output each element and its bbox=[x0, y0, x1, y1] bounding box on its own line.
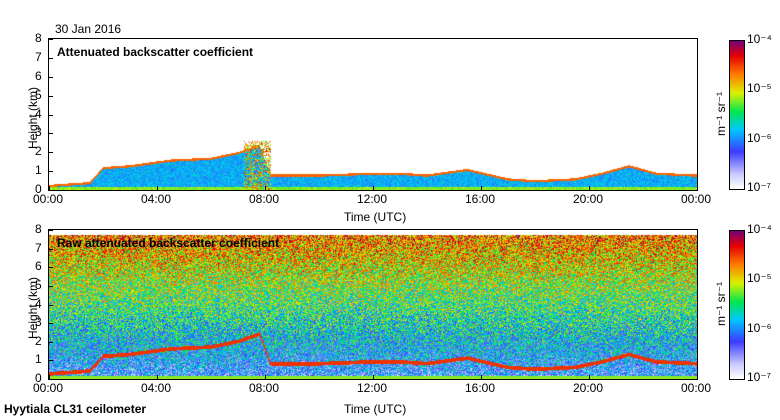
colorbar-2 bbox=[729, 230, 745, 380]
colorbar-1 bbox=[729, 40, 745, 190]
colorbar-tick-label: 10⁻⁷ bbox=[747, 370, 772, 384]
colorbar-tick-label: 10⁻⁶ bbox=[747, 130, 772, 145]
x-tick-label: 16:00 bbox=[465, 381, 496, 395]
colorbar-tick-label: 10⁻⁵ bbox=[747, 271, 772, 286]
x-tick-mark bbox=[697, 375, 698, 379]
y-tick-label: 6 bbox=[35, 259, 42, 274]
x-tick-label: 08:00 bbox=[249, 381, 280, 395]
y-tick-label: 8 bbox=[35, 222, 42, 236]
x-tick-label: 00:00 bbox=[681, 192, 712, 206]
x-tick-label: 12:00 bbox=[357, 192, 388, 206]
y-axis-label-2: Height (km) bbox=[26, 276, 40, 339]
x-axis-label-1: Time (UTC) bbox=[344, 210, 407, 224]
colorbar-unit-2: m⁻¹ sr⁻¹ bbox=[714, 282, 728, 326]
y-tick-mark bbox=[49, 152, 53, 154]
y-tick-label: 0 bbox=[35, 182, 42, 196]
x-tick-mark bbox=[265, 375, 266, 379]
y-tick-mark bbox=[49, 323, 53, 325]
x-tick-label: 12:00 bbox=[357, 381, 388, 395]
y-tick-mark bbox=[49, 114, 53, 116]
y-tick-label: 8 bbox=[35, 31, 42, 45]
x-tick-mark bbox=[157, 186, 158, 190]
heatmap-raw bbox=[49, 230, 697, 379]
y-tick-mark bbox=[49, 171, 53, 173]
x-tick-mark bbox=[49, 375, 50, 379]
y-tick-label: 6 bbox=[35, 68, 42, 83]
x-tick-label: 04:00 bbox=[141, 381, 172, 395]
x-tick-label: 04:00 bbox=[141, 192, 172, 206]
y-axis-label-1: Height (km) bbox=[26, 86, 40, 149]
x-tick-label: 20:00 bbox=[573, 192, 604, 206]
x-tick-label: 16:00 bbox=[465, 192, 496, 206]
y-tick-label: 7 bbox=[35, 240, 42, 255]
y-tick-mark bbox=[49, 39, 53, 40]
y-tick-mark bbox=[49, 76, 53, 78]
x-tick-mark bbox=[373, 186, 374, 190]
colorbar-tick-label: 10⁻⁷ bbox=[747, 180, 772, 194]
y-tick-label: 2 bbox=[35, 144, 42, 159]
y-tick-label: 3 bbox=[35, 315, 42, 330]
x-tick-label: 08:00 bbox=[249, 192, 280, 206]
y-tick-label: 2 bbox=[35, 333, 42, 348]
colorbar-tick-label: 10⁻⁵ bbox=[747, 81, 772, 96]
x-tick-mark bbox=[589, 186, 590, 190]
y-tick-mark bbox=[49, 190, 53, 191]
colorbar-tick-label: 10⁻⁴ bbox=[747, 32, 772, 46]
y-tick-label: 5 bbox=[35, 277, 42, 292]
x-tick-mark bbox=[697, 186, 698, 190]
colorbar-unit-1: m⁻¹ sr⁻¹ bbox=[714, 92, 728, 136]
panel-title-1: Attenuated backscatter coefficient bbox=[57, 45, 254, 59]
y-tick-mark bbox=[49, 304, 53, 306]
x-tick-mark bbox=[481, 186, 482, 190]
colorbar-tick-label: 10⁻⁶ bbox=[747, 320, 772, 335]
x-tick-label: 00:00 bbox=[33, 381, 64, 395]
x-tick-mark bbox=[157, 375, 158, 379]
heatmap-attenuated bbox=[49, 39, 697, 190]
y-tick-label: 7 bbox=[35, 49, 42, 64]
x-tick-label: 00:00 bbox=[681, 381, 712, 395]
x-tick-label: 20:00 bbox=[573, 381, 604, 395]
y-tick-mark bbox=[49, 133, 53, 135]
x-tick-mark bbox=[265, 186, 266, 190]
panel-title-2: Raw attenuated backscatter coefficient bbox=[57, 236, 280, 250]
y-tick-mark bbox=[49, 57, 53, 59]
y-tick-label: 5 bbox=[35, 87, 42, 102]
y-tick-mark bbox=[49, 285, 53, 287]
x-tick-label: 00:00 bbox=[33, 192, 64, 206]
y-tick-mark bbox=[49, 230, 53, 231]
y-tick-mark bbox=[49, 379, 53, 380]
y-tick-label: 1 bbox=[35, 163, 42, 178]
y-tick-label: 1 bbox=[35, 352, 42, 367]
instrument-label: Hyytiala CL31 ceilometer bbox=[4, 402, 147, 416]
x-tick-mark bbox=[49, 186, 50, 190]
y-tick-label: 0 bbox=[35, 371, 42, 385]
y-tick-label: 3 bbox=[35, 125, 42, 140]
x-tick-mark bbox=[589, 375, 590, 379]
y-tick-label: 4 bbox=[35, 296, 42, 311]
y-tick-mark bbox=[49, 95, 53, 97]
plot-frame-2 bbox=[48, 229, 698, 380]
y-tick-mark bbox=[49, 341, 53, 343]
y-tick-mark bbox=[49, 248, 53, 250]
colorbar-tick-label: 10⁻⁴ bbox=[747, 222, 772, 236]
date-label: 30 Jan 2016 bbox=[55, 22, 122, 36]
x-tick-mark bbox=[373, 375, 374, 379]
y-tick-mark bbox=[49, 360, 53, 362]
y-tick-label: 4 bbox=[35, 106, 42, 121]
plot-frame-1 bbox=[48, 38, 698, 191]
x-tick-mark bbox=[481, 375, 482, 379]
y-tick-mark bbox=[49, 267, 53, 269]
x-axis-label-2: Time (UTC) bbox=[344, 402, 407, 416]
